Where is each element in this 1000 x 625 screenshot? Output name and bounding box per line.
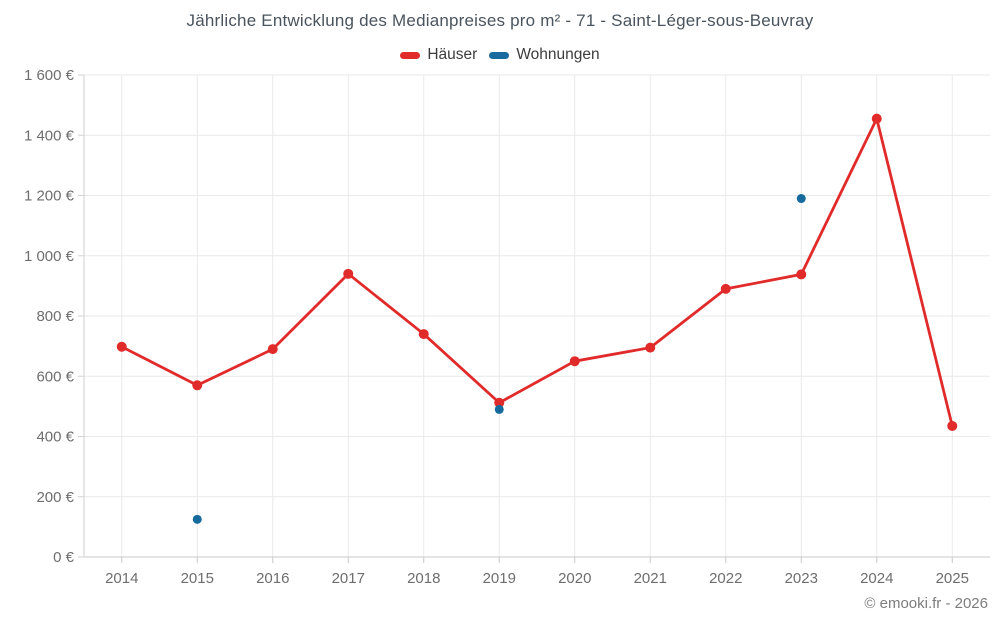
haeuser-legend-marker-icon [400, 51, 421, 59]
data-point-haeuser-2022[interactable] [720, 283, 731, 294]
x-axis-label: 2020 [558, 570, 591, 587]
data-point-haeuser-2023[interactable] [796, 269, 807, 280]
data-point-wohnungen-2015[interactable] [192, 514, 202, 524]
x-axis-label: 2022 [709, 570, 742, 587]
x-axis-label: 2017 [332, 570, 365, 587]
y-axis-label: 1 400 € [24, 127, 75, 144]
haeuser-line [120, 117, 954, 428]
data-point-wohnungen-2019[interactable] [494, 404, 504, 414]
data-point-haeuser-2018[interactable] [418, 329, 429, 340]
data-point-haeuser-2016[interactable] [267, 344, 278, 355]
y-axis-label: 1 000 € [24, 248, 75, 265]
y-axis-label: 400 € [36, 429, 74, 446]
x-axis-label: 2021 [634, 570, 667, 587]
x-axis-label: 2023 [785, 570, 818, 587]
copyright-text: © emooki.fr - 2026 [864, 595, 988, 612]
y-axis-label: 800 € [36, 308, 74, 325]
x-axis-label: 2025 [936, 570, 969, 587]
y-axis-label: 200 € [36, 489, 74, 506]
data-point-wohnungen-2023[interactable] [796, 194, 806, 204]
x-axis-label: 2015 [181, 570, 214, 587]
x-axis-label: 2019 [483, 570, 516, 587]
data-point-haeuser-2017[interactable] [343, 268, 354, 279]
data-point-haeuser-2021[interactable] [645, 342, 656, 353]
wohnungen-legend-marker-icon [489, 51, 510, 59]
legend-label-haeuser: Häuser [427, 46, 478, 63]
y-axis-label: 1 200 € [24, 188, 75, 205]
legend-label-wohnungen: Wohnungen [516, 46, 600, 63]
data-point-haeuser-2015[interactable] [192, 380, 203, 391]
legend: Häuser Wohnungen [0, 46, 1000, 64]
y-axis-label: 1 600 € [24, 67, 75, 84]
x-axis-label: 2016 [256, 570, 289, 587]
chart-title: Jährliche Entwicklung des Medianpreises … [186, 11, 814, 30]
data-point-haeuser-2019[interactable] [494, 397, 505, 408]
data-point-haeuser-2020[interactable] [569, 356, 580, 367]
legend-item-wohnungen[interactable]: Wohnungen [489, 46, 600, 64]
x-axis-label: 2014 [105, 570, 138, 587]
y-axis-label: 600 € [36, 368, 74, 385]
x-axis-label: 2018 [407, 570, 440, 587]
data-point-haeuser-2025[interactable] [947, 420, 958, 431]
x-axis-label: 2024 [860, 570, 893, 587]
legend-item-haeuser[interactable]: Häuser [400, 46, 477, 64]
data-point-haeuser-2014[interactable] [116, 341, 127, 352]
y-axis-label: 0 € [53, 549, 75, 566]
data-point-haeuser-2024[interactable] [871, 113, 882, 124]
